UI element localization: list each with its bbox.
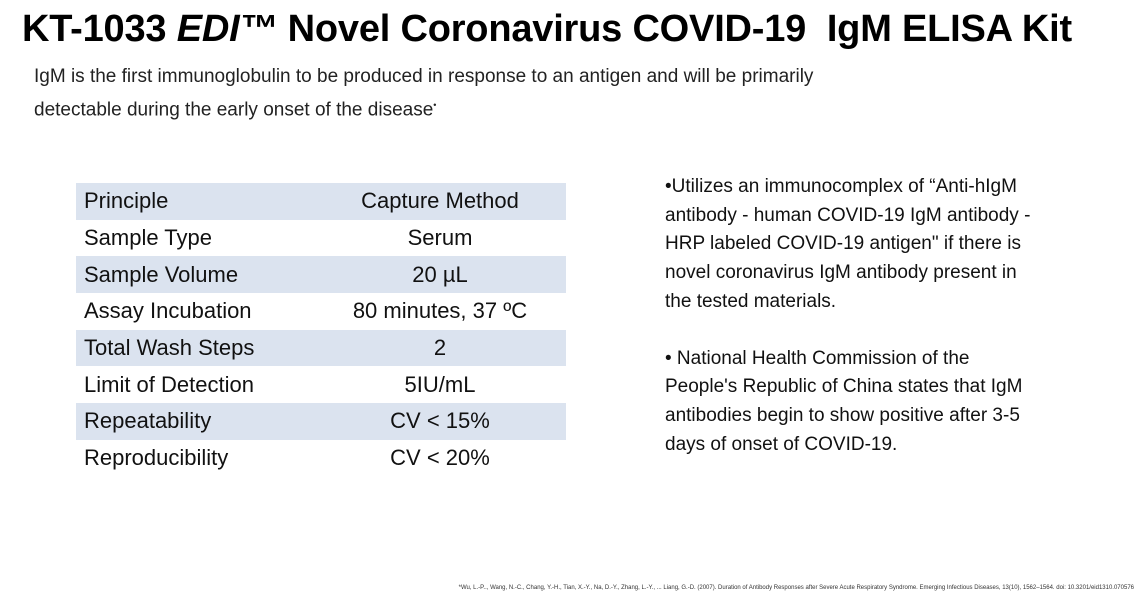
spec-parameter: Total Wash Steps	[76, 329, 314, 367]
spec-parameter: Assay Incubation	[84, 298, 252, 324]
spec-parameter: Sample Volume	[76, 256, 314, 294]
spec-parameter: Reproducibility	[84, 445, 229, 471]
intro-line-2: detectable during the early onset of the…	[34, 99, 434, 121]
table-row: Sample Type Serum	[76, 220, 566, 257]
table-row: Repeatability CV < 15%	[76, 403, 566, 440]
spec-parameter: Principle	[76, 183, 314, 220]
reference-footnote: *Wu, L.-P.., Wang, N.-C., Chang, Y.-H., …	[458, 585, 1134, 591]
note-immunocomplex: •Utilizes an immunocomplex of “Anti-hIgM…	[665, 176, 1031, 312]
brand-name: EDI™	[176, 8, 278, 50]
notes-panel: •Utilizes an immunocomplex of “Anti-hIgM…	[665, 173, 1045, 459]
note-health-commission: • National Health Commission of the Peop…	[665, 347, 1023, 455]
spec-parameter: Limit of Detection	[84, 371, 254, 397]
table-row: Limit of Detection 5IU/mL	[76, 366, 566, 403]
spec-value: 2	[314, 329, 566, 367]
table-row: Reproducibility CV < 20%	[76, 440, 566, 477]
spec-value: CV < 20%	[390, 445, 490, 471]
table-row: Sample Volume 20 µL	[76, 256, 566, 294]
spec-value: 20 µL	[314, 256, 566, 294]
table-row: Total Wash Steps 2	[76, 329, 566, 367]
spec-parameter: Repeatability	[76, 403, 314, 440]
spec-value: 80 minutes, 37 ºC	[352, 298, 528, 324]
page-title: KT-1033 EDI™ Novel Coronavirus COVID-19 …	[22, 8, 1072, 51]
spec-value: Serum	[407, 225, 473, 251]
intro-text: IgM is the first immunoglobulin to be pr…	[34, 62, 994, 124]
table-row: Assay Incubation 80 minutes, 37 ºC	[76, 293, 566, 330]
product-code: KT-1033	[22, 8, 167, 50]
intro-line-1: IgM is the first immunoglobulin to be pr…	[34, 66, 814, 87]
table-row: Principle Capture Method	[76, 183, 566, 220]
specs-table: Principle Capture Method Sample Type Ser…	[76, 183, 566, 477]
spec-value: 5IU/mL	[404, 371, 476, 397]
spec-value: Capture Method	[314, 183, 566, 220]
spec-parameter: Sample Type	[84, 225, 213, 251]
product-name: Novel Coronavirus COVID-19 IgM ELISA Kit	[287, 8, 1072, 50]
spec-value: CV < 15%	[314, 403, 566, 440]
footnote-marker: •	[433, 100, 437, 110]
